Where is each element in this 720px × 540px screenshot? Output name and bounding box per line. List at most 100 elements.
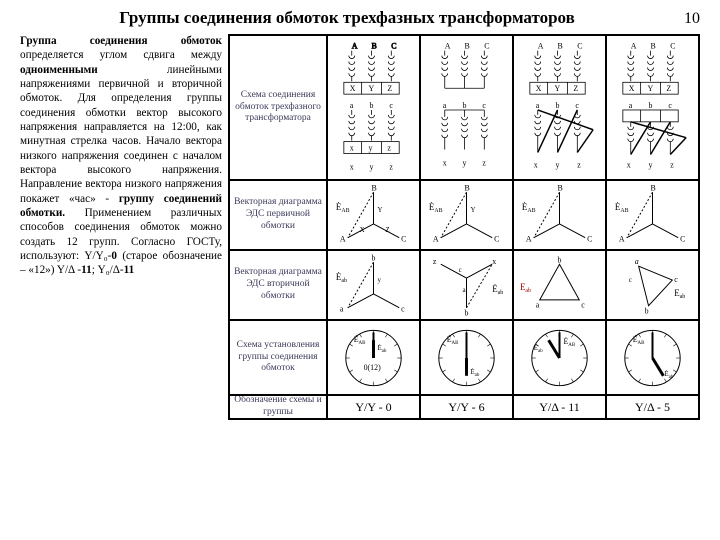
svg-text:z: z: [389, 162, 393, 171]
row-label-3: Векторная диаграмма ЭДС вторичной обмотк…: [229, 250, 327, 320]
svg-text:Y: Y: [555, 84, 561, 93]
svg-text:x: x: [534, 160, 538, 169]
body-bold-5: 11: [81, 264, 92, 276]
page-number: 10: [684, 10, 700, 28]
svg-text:A: A: [538, 41, 544, 50]
svg-text:y: y: [556, 160, 560, 169]
svg-text:0(12): 0(12): [364, 362, 381, 371]
svg-text:Y: Y: [648, 84, 654, 93]
svg-text:b: b: [556, 101, 560, 110]
svg-text:Ėab: Ėab: [336, 272, 347, 284]
svg-text:X: X: [536, 84, 542, 93]
svg-text:x: x: [443, 158, 447, 167]
clock-2: ĖAB Ėab: [420, 320, 513, 395]
svg-text:B: B: [558, 41, 563, 50]
body-text-5: ; Y₀/Δ-: [92, 264, 124, 276]
svg-text:c: c: [389, 101, 393, 110]
designation-label-4: Y/Δ - 5: [635, 400, 670, 415]
svg-text:a: a: [536, 101, 540, 110]
svg-text:b: b: [645, 307, 649, 316]
svg-text:c: c: [668, 101, 672, 110]
svg-text:x: x: [492, 257, 496, 266]
page-title: Группы соединения обмоток трехфазных тра…: [20, 8, 674, 28]
schematic-col-4: A B C X Y Z a b c: [606, 35, 699, 180]
svg-text:Z: Z: [387, 84, 392, 93]
body-bold-2: одноименными: [20, 64, 98, 76]
svg-text:ĖAB: ĖAB: [615, 202, 629, 214]
svg-text:A: A: [631, 41, 637, 50]
vector-secondary-3: a b c Eab: [513, 250, 606, 320]
svg-text:Y: Y: [470, 207, 475, 214]
svg-text:Ėab: Ėab: [664, 370, 673, 379]
svg-text:b: b: [372, 253, 376, 262]
svg-text:y: y: [369, 143, 373, 152]
svg-text:Z: Z: [573, 84, 578, 93]
svg-text:C: C: [391, 41, 396, 50]
svg-text:C: C: [670, 41, 675, 50]
svg-text:b: b: [370, 101, 374, 110]
clock-3: ĖAB Ėab: [513, 320, 606, 395]
svg-text:B: B: [372, 41, 377, 50]
svg-text:C: C: [587, 235, 592, 244]
row-label-2: Векторная диаграмма ЭДС первичной обмотк…: [229, 180, 327, 250]
svg-text:z: z: [387, 143, 391, 152]
svg-text:A: A: [433, 235, 439, 244]
svg-text:c: c: [629, 277, 632, 284]
svg-text:Ėab: Ėab: [377, 345, 386, 354]
vector-primary-2: B A C Y ĖAB: [420, 180, 513, 250]
svg-text:c: c: [581, 301, 585, 310]
svg-text:A: A: [340, 235, 346, 244]
designation-2: Y/Y - 6: [420, 395, 513, 419]
svg-text:x: x: [627, 160, 631, 169]
svg-text:y: y: [377, 277, 381, 284]
vector-primary-3: BAC ĖAB: [513, 180, 606, 250]
svg-text:A: A: [619, 235, 625, 244]
svg-text:b: b: [649, 101, 653, 110]
svg-text:c: c: [575, 101, 579, 110]
body-paragraph: Группа соединения обмоток определяется у…: [20, 34, 222, 420]
svg-text:a: a: [629, 101, 633, 110]
schematic-col-2: A B C a b c x y z: [420, 35, 513, 180]
svg-text:Ėab: Ėab: [492, 284, 503, 296]
schematic-col-3: A B C X Y Z a b c: [513, 35, 606, 180]
designation-label-2: Y/Y - 6: [448, 400, 484, 415]
svg-text:b: b: [465, 309, 469, 318]
row-label-5: Обозначение схемы и группы: [229, 395, 327, 419]
svg-text:ĖAB: ĖAB: [563, 337, 575, 348]
row-label-4: Схема установления группы соединения обм…: [229, 320, 327, 395]
vector-primary-1: B A C Y Z X ĖAB: [327, 180, 420, 250]
svg-text:c: c: [459, 267, 462, 274]
svg-text:a: a: [463, 287, 466, 294]
svg-text:y: y: [370, 162, 374, 171]
svg-text:B: B: [372, 183, 377, 192]
body-text-2: линейными напряжениями первичной и втори…: [20, 64, 222, 205]
svg-text:A: A: [352, 41, 358, 50]
svg-text:Ėab: Ėab: [534, 345, 543, 354]
svg-text:z: z: [577, 160, 581, 169]
svg-text:ĖAB: ĖAB: [429, 202, 443, 214]
svg-text:C: C: [680, 235, 685, 244]
svg-text:a: a: [635, 257, 639, 266]
designation-4: Y/Δ - 5: [606, 395, 699, 419]
svg-text:y: y: [649, 160, 653, 169]
vector-primary-4: BAC ĖAB: [606, 180, 699, 250]
svg-text:A: A: [445, 41, 451, 50]
svg-text:ĖAB: ĖAB: [633, 335, 645, 346]
svg-text:ĖAB: ĖAB: [447, 335, 459, 346]
diagram-table: Схема соединения обмоток трехфазного тра…: [228, 34, 700, 420]
svg-text:b: b: [558, 255, 562, 264]
svg-text:y: y: [463, 158, 467, 167]
svg-text:C: C: [494, 235, 499, 244]
svg-text:X: X: [350, 84, 356, 93]
svg-text:x: x: [350, 162, 354, 171]
vector-secondary-2: zxb c Ėab a: [420, 250, 513, 320]
designation-label-1: Y/Y - 0: [355, 400, 391, 415]
svg-text:b: b: [463, 101, 467, 110]
svg-text:Eab: Eab: [520, 282, 531, 294]
svg-text:x: x: [350, 143, 354, 152]
designation-label-3: Y/Δ - 11: [539, 400, 580, 415]
svg-text:c: c: [401, 305, 405, 314]
body-bold-6: 11: [124, 264, 135, 276]
vector-secondary-1: bac y Ėab: [327, 250, 420, 320]
svg-text:B: B: [465, 41, 470, 50]
